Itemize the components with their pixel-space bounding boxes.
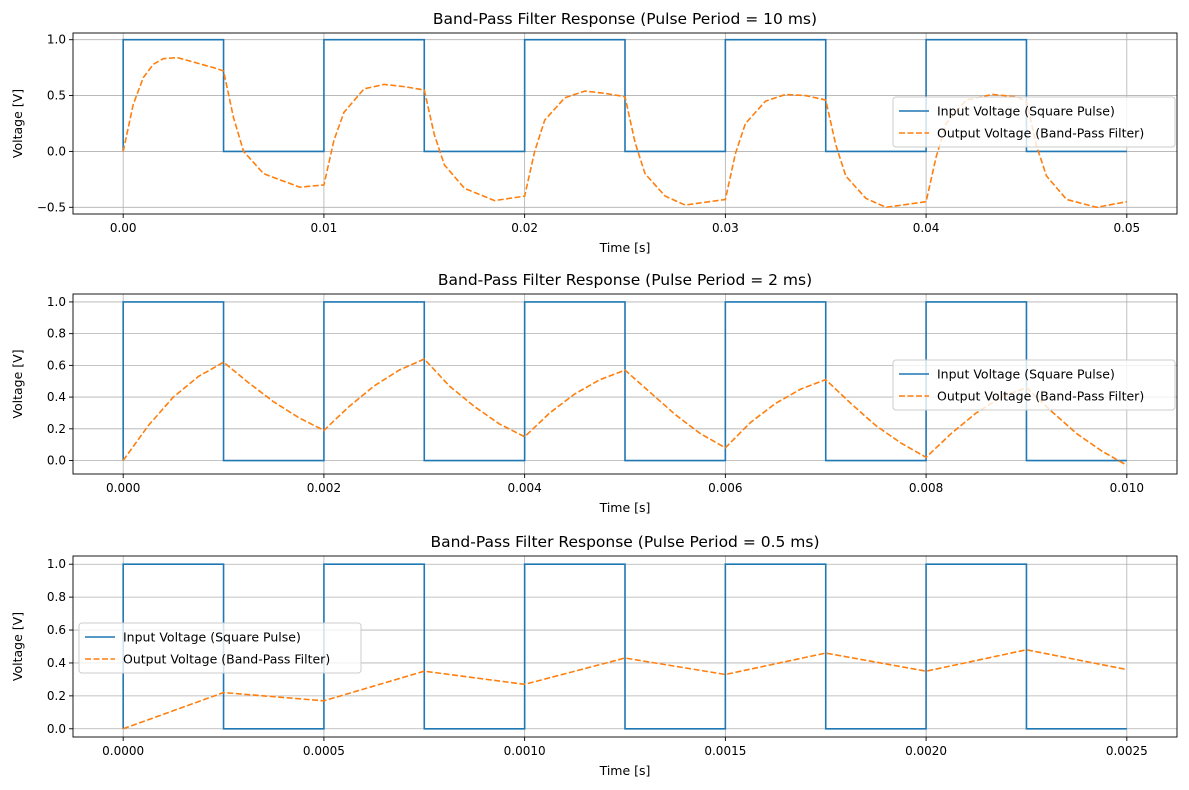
- y-axis-label: Voltage [V]: [10, 349, 25, 418]
- y-tick-label: 0.0: [47, 454, 66, 468]
- y-axis-label: Voltage [V]: [10, 612, 25, 681]
- chart-title: Band-Pass Filter Response (Pulse Period …: [438, 271, 812, 289]
- x-tick-label: 0.0010: [504, 744, 546, 758]
- y-axis-label: Voltage [V]: [10, 89, 25, 158]
- x-axis-label: Time [s]: [599, 500, 651, 515]
- y-tick-label: 0.4: [47, 390, 66, 404]
- x-tick-label: 0.01: [311, 221, 338, 235]
- x-axis-label: Time [s]: [599, 240, 651, 255]
- y-tick-label: 0.6: [47, 623, 66, 637]
- legend-entry-label: Output Voltage (Band-Pass Filter): [937, 126, 1144, 141]
- x-tick-label: 0.002: [307, 481, 341, 495]
- legend-box: [892, 96, 1176, 148]
- legend-entry-label: Input Voltage (Square Pulse): [937, 104, 1115, 119]
- legend: Input Voltage (Square Pulse) Output Volta…: [892, 96, 1176, 148]
- y-tick-label: 0.0: [47, 144, 66, 158]
- series-line-output: [122, 648, 1127, 730]
- x-tick-label: 0.008: [909, 481, 943, 495]
- x-axis-label: Time [s]: [599, 763, 651, 778]
- axes-frame: [72, 32, 1178, 215]
- y-tick-label: 0.2: [47, 422, 66, 436]
- x-tick-label: 0.0020: [905, 744, 947, 758]
- legend-box: [78, 622, 362, 674]
- x-tick-label: 0.05: [1113, 221, 1140, 235]
- legend-entry-label: Input Voltage (Square Pulse): [123, 630, 301, 645]
- y-tick-label: 0.0: [47, 722, 66, 736]
- subplot-3: 0.0000 0.0005 0.0010 0.0015 0.0020 0.0025 0.0 0…: [10, 533, 1178, 778]
- y-tick-label: −0.5: [37, 200, 66, 214]
- x-tick-label: 0.010: [1110, 481, 1144, 495]
- x-tick-label: 0.00: [110, 221, 137, 235]
- legend-box: [892, 359, 1176, 411]
- legend-entry-label: Output Voltage (Band-Pass Filter): [123, 652, 330, 667]
- subplot-1: 0.00 0.01 0.02 0.03 0.04 0.05 −0.5 0.0 0.5 1.0 Ban…: [10, 10, 1178, 255]
- y-tick-label: 0.8: [47, 590, 66, 604]
- series-line-input: [122, 301, 1127, 462]
- x-tick-label: 0.0025: [1106, 744, 1148, 758]
- x-tick-label: 0.0005: [303, 744, 345, 758]
- axes-frame: [72, 293, 1178, 475]
- y-tick-label: 0.5: [47, 89, 66, 103]
- legend-entry-label: Input Voltage (Square Pulse): [937, 367, 1115, 382]
- chart-title: Band-Pass Filter Response (Pulse Period …: [430, 533, 819, 551]
- x-tick-label: 0.004: [507, 481, 541, 495]
- subplot-2: 0.000 0.002 0.004 0.006 0.008 0.010 0.0 0.2 0.4 0…: [10, 271, 1178, 515]
- x-tick-label: 0.02: [511, 221, 538, 235]
- y-tick-label: 0.4: [47, 656, 66, 670]
- y-tick-label: 0.8: [47, 327, 66, 341]
- y-tick-label: 0.6: [47, 358, 66, 372]
- x-tick-label: 0.0015: [704, 744, 746, 758]
- y-tick-label: 1.0: [47, 295, 66, 309]
- chart-title: Band-Pass Filter Response (Pulse Period …: [433, 10, 817, 28]
- legend-entry-label: Output Voltage (Band-Pass Filter): [937, 389, 1144, 404]
- y-tick-label: 0.2: [47, 689, 66, 703]
- series-line-output: [122, 358, 1128, 466]
- series-line-input: [122, 563, 1127, 730]
- x-tick-label: 0.000: [106, 481, 140, 495]
- series-line-input: [122, 38, 1127, 153]
- axes-frame: [72, 555, 1178, 738]
- y-tick-label: 1.0: [47, 557, 66, 571]
- legend: Input Voltage (Square Pulse) Output Volta…: [78, 622, 362, 674]
- x-tick-label: 0.04: [913, 221, 940, 235]
- legend: Input Voltage (Square Pulse) Output Volta…: [892, 359, 1176, 411]
- y-tick-label: 1.0: [47, 33, 66, 47]
- x-tick-label: 0.0000: [102, 744, 144, 758]
- x-tick-label: 0.03: [712, 221, 739, 235]
- x-tick-label: 0.006: [708, 481, 742, 495]
